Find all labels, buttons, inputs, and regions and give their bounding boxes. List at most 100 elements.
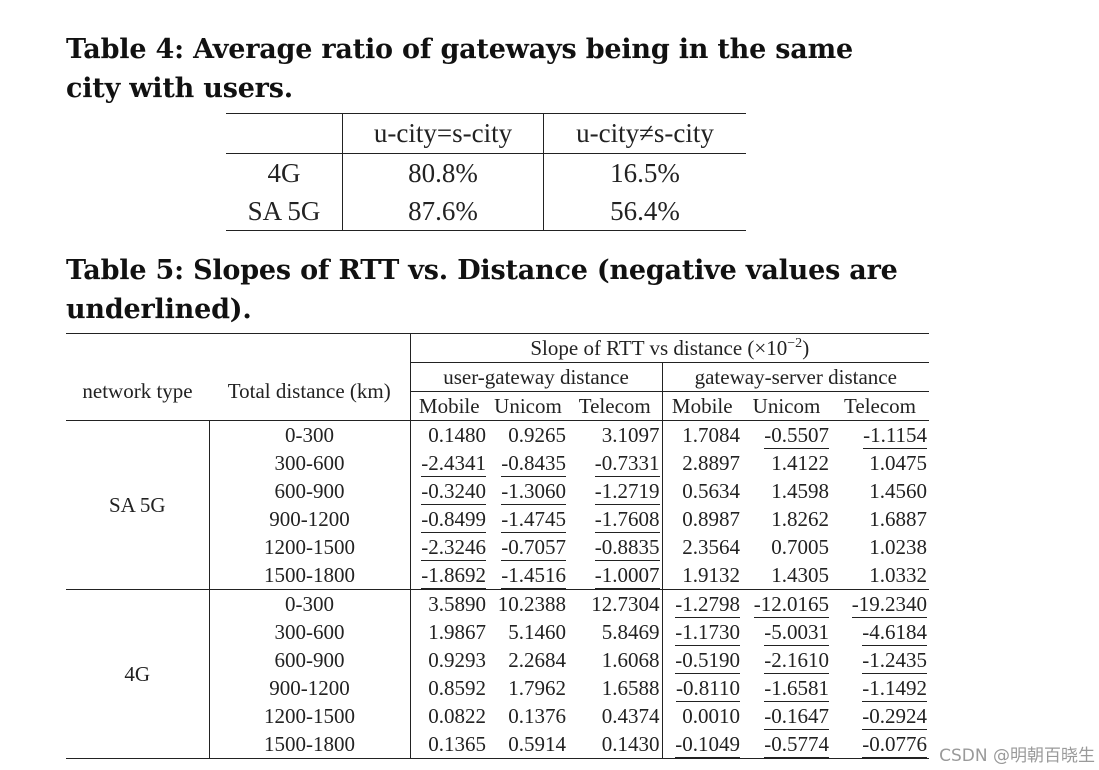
underlined-negative-value: -1.4516 [501,563,566,589]
table-row: 600-900 -0.3240 -1.3060 -1.2719 0.5634 1.4598… [66,477,929,505]
underlined-negative-value: -0.3240 [421,479,486,505]
table5-value-cell: 2.2684 [488,646,568,674]
underlined-negative-value: -1.6581 [764,676,829,702]
table5-value-cell: -1.2798 [661,589,742,618]
value: 1.6068 [601,648,660,672]
table5-value-cell: 1.4598 [742,477,831,505]
table5-value-cell: -1.3060 [488,477,568,505]
table5-distance-range-cell: 900-1200 [208,674,410,702]
table5-value-cell: 1.7084 [661,420,742,449]
table5-value-cell: 1.4305 [742,561,831,590]
table5-carrier-header: Telecom [831,391,930,421]
underlined-negative-value: -0.7331 [594,451,660,477]
table5-value-cell: -12.0165 [742,589,831,618]
table5-value-cell: -19.2340 [831,589,930,618]
table5-value-cell: 5.8469 [568,618,662,646]
table5-body: SA 5G 0-300 0.1480 0.9265 3.1097 1.7084 -0.550… [66,420,930,759]
value: 1.7084 [682,423,740,447]
table5-header-row-1: Slope of RTT vs distance (×10−2) [66,333,930,363]
watermark: CSDN @明朝百晓生 [939,746,1095,766]
table5-distance-range-cell: 1200-1500 [208,533,410,561]
value: 0.0822 [428,704,486,728]
table5-value-cell: 0.1430 [568,730,662,759]
underlined-negative-value: -0.1049 [675,732,740,758]
table5-value-cell: 0.0822 [409,702,488,730]
table5-value-cell: -1.0007 [568,561,662,590]
table5-value-cell: 0.5634 [661,477,742,505]
table5-value-cell: 0.1376 [488,702,568,730]
table5-distance-range-cell: 900-1200 [208,505,410,533]
value: 2.8897 [682,451,740,475]
value: 1.6588 [601,676,660,700]
table-row: SA 5G 0-300 0.1480 0.9265 3.1097 1.7084 -0.550… [66,420,930,590]
table-row: 300-600 -2.4341 -0.8435 -0.7331 2.8897 1.4122… [66,449,929,477]
value: 1.4598 [771,479,829,503]
underlined-negative-value: -5.0031 [764,620,829,646]
table4: u-city=s-city u-city≠s-city 4G 80.8% 16.… [226,113,746,231]
value: 2.2684 [508,648,566,672]
underlined-negative-value: -1.2798 [675,592,740,618]
table5-value-cell: 1.4122 [742,449,831,477]
table5-value-cell: 3.5890 [409,589,488,618]
value: 1.4305 [771,563,829,587]
table5-distance-range-cell: 300-600 [208,449,410,477]
table5-value-cell: 1.7962 [488,674,568,702]
underlined-negative-value: -1.4745 [501,507,566,533]
table5-value-cell: -1.2719 [568,477,662,505]
table5-carrier-header: Mobile [661,391,742,421]
table5-carrier-header: Mobile [409,391,488,421]
table5-value-cell: 0.5914 [488,730,568,759]
table4-header-diff-city: u-city≠s-city [543,113,746,154]
value: 1.9867 [428,620,486,644]
table5-value-cell: 0.9265 [488,420,568,449]
table5-value-cell: -0.7331 [568,449,662,477]
table4-caption: Table 4: Average ratio of gateways being… [66,34,853,104]
underlined-negative-value: -1.8692 [421,563,486,589]
table-row: 300-600 1.9867 5.1460 5.8469 -1.1730 -5.0031 -… [66,618,929,646]
table5-value-cell: 1.4560 [831,477,929,505]
table5-value-cell: -1.1154 [831,420,930,449]
underlined-negative-value: -2.4341 [421,451,486,477]
table5-user-gateway-header: user-gateway distance [409,362,662,392]
value: 0.1376 [508,704,566,728]
underlined-negative-value: -1.1154 [863,423,928,449]
table5-value-cell: -0.8835 [568,533,662,561]
value: 5.1460 [508,620,566,644]
table5-value-cell: -0.5507 [742,420,831,449]
table5-gateway-server-header: gateway-server distance [661,362,930,392]
table4-row-label: 4G [226,153,343,192]
table5-value-cell: 1.0332 [831,561,930,590]
underlined-negative-value: -0.5774 [764,732,829,758]
table5-distance-range-cell: 300-600 [208,618,410,646]
table4-row: 4G 80.8% 16.5% [226,153,746,192]
value: 1.7962 [508,676,566,700]
table4-cell: 56.4% [543,192,746,231]
table4-header-same-city: u-city=s-city [342,113,544,154]
underlined-negative-value: -19.2340 [851,592,928,618]
table5-value-cell: -0.5774 [742,730,831,759]
value: 1.4122 [771,451,829,475]
value: 5.8469 [601,620,660,644]
table5-distance-range-cell: 1200-1500 [208,702,410,730]
table5-value-cell: 10.2388 [488,589,568,618]
value: 0.1430 [601,732,660,756]
table5-value-cell: 1.9867 [409,618,488,646]
table4-corner-cell [226,113,343,154]
underlined-negative-value: -0.8435 [501,451,566,477]
value: 0.1480 [428,423,486,447]
table5-value-cell: -5.0031 [742,618,831,646]
underlined-negative-value: -0.8835 [594,535,660,561]
value: 1.0238 [869,535,928,559]
value: 0.1365 [428,732,486,756]
underlined-negative-value: -1.0007 [594,563,660,589]
table5-slope-exponent: −2 [787,336,803,351]
table5-value-cell: -0.8110 [661,674,742,702]
value: 1.4560 [869,479,928,503]
underlined-negative-value: -0.5190 [675,648,740,674]
table-row: 1500-1800 0.1365 0.5914 0.1430 -0.1049 -0.577… [66,730,930,759]
underlined-negative-value: -0.0776 [862,732,928,758]
value: 3.5890 [428,592,486,616]
underlined-negative-value: -1.2435 [862,648,928,674]
table5-value-cell: 2.8897 [661,449,742,477]
underlined-negative-value: -1.3060 [501,479,566,505]
